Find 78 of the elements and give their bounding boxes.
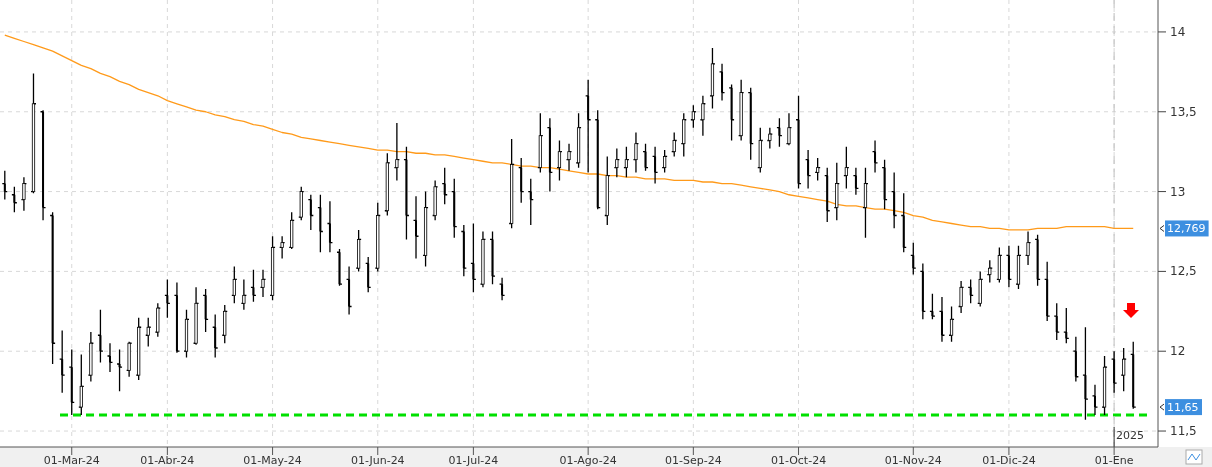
candlestick	[423, 190, 428, 268]
x-tick-label: 01-Ago-24	[559, 454, 617, 467]
candlestick	[261, 269, 265, 298]
candlestick	[232, 265, 236, 304]
candlestick	[663, 149, 667, 174]
candlestick	[184, 309, 189, 359]
candlestick	[863, 166, 868, 239]
text: 12,769	[1167, 222, 1206, 236]
candlestick	[672, 131, 676, 158]
y-tick-label: 14	[1170, 24, 1186, 39]
candlestick	[481, 230, 485, 289]
candlestick	[376, 202, 380, 273]
x-tick-label: 01-Mar-24	[43, 454, 100, 467]
candlestick	[978, 270, 982, 308]
x-tick-label: 01-Sep-24	[665, 454, 722, 467]
candlestick	[510, 138, 514, 229]
candlestick	[1102, 355, 1107, 416]
candlestick	[567, 143, 571, 172]
candlestick	[701, 95, 705, 137]
x-tick-label: 01-Jul-24	[448, 454, 499, 467]
candlestick	[1016, 245, 1021, 290]
candlestick	[576, 112, 581, 169]
candlestick	[270, 235, 275, 301]
ref-line-label: 2025	[1116, 429, 1145, 442]
candlestick	[79, 353, 83, 416]
candlestick	[816, 157, 820, 182]
candlestick	[682, 112, 686, 158]
candlestick	[385, 152, 389, 217]
x-tick-label: 01-Ene	[1094, 454, 1134, 467]
candlestick	[844, 146, 848, 190]
candlestick	[1122, 347, 1126, 392]
candlestick	[22, 176, 26, 212]
candlestick	[299, 186, 303, 221]
candlestick	[242, 278, 246, 311]
candlestick	[949, 305, 954, 343]
candlestick	[280, 235, 284, 260]
candlestick	[137, 317, 141, 381]
candlestick	[835, 162, 839, 221]
candlestick	[557, 139, 562, 182]
x-tick-label: 01-Oct-24	[770, 454, 827, 467]
candlestick	[605, 155, 609, 226]
y-tick-label: 12,5	[1170, 264, 1197, 279]
candlestick	[31, 72, 36, 194]
y-tick-label: 13	[1170, 184, 1186, 199]
candlestick	[615, 147, 619, 178]
candlestick	[127, 340, 131, 378]
candlestick	[290, 211, 294, 250]
candlestick	[156, 302, 160, 338]
candlestick	[959, 280, 963, 314]
x-tick-label: 01-May-24	[243, 454, 302, 467]
candlestick	[710, 47, 715, 110]
x-tick-label: 01-Abr-24	[140, 454, 195, 467]
candlestick	[395, 122, 399, 182]
candlestick	[89, 331, 93, 383]
y-tick-label: 13,5	[1170, 104, 1197, 119]
x-tick-label: 01-Dic-24	[982, 454, 1036, 467]
candlestick	[223, 304, 227, 344]
y-tick-label: 12	[1170, 344, 1186, 359]
candlestick	[538, 112, 542, 174]
candlestick	[634, 131, 638, 174]
candlestick	[357, 229, 361, 273]
candlestick	[787, 112, 791, 146]
candlestick	[988, 259, 992, 284]
candlestick	[768, 127, 772, 150]
candlestick	[997, 246, 1001, 284]
candlestick	[691, 104, 695, 129]
candlestick	[1026, 230, 1030, 266]
candlestick	[433, 179, 437, 221]
candlestick	[758, 127, 762, 174]
candlestick	[739, 79, 743, 142]
candlestick	[624, 146, 628, 178]
x-tick-label: 01-Jun-24	[350, 454, 405, 467]
x-tick-label: 01-Nov-24	[884, 454, 942, 467]
text: 11,65	[1167, 401, 1199, 415]
line-series	[4, 34, 1134, 231]
y-tick-label: 11,5	[1170, 424, 1197, 439]
candlestick	[146, 317, 150, 348]
candlestick	[194, 286, 198, 346]
